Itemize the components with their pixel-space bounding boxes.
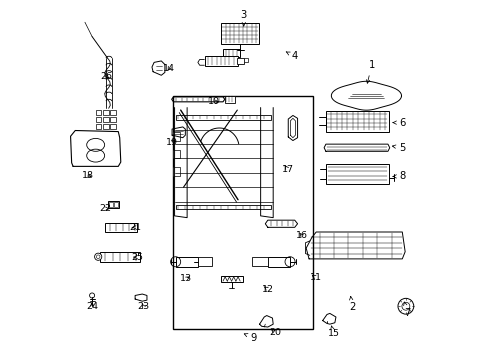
- Text: 19: 19: [166, 138, 178, 147]
- Bar: [100, 252, 140, 262]
- Bar: [198, 257, 212, 266]
- Text: 21: 21: [129, 223, 141, 232]
- Text: 6: 6: [392, 118, 405, 128]
- Text: 18: 18: [81, 171, 93, 180]
- Bar: [114, 202, 117, 207]
- Text: 9: 9: [244, 333, 256, 343]
- Bar: [173, 132, 180, 140]
- Text: 7: 7: [403, 302, 410, 318]
- Text: 22: 22: [99, 204, 111, 213]
- Bar: [221, 23, 258, 44]
- Bar: [105, 223, 137, 232]
- Bar: [102, 110, 108, 115]
- Text: 1: 1: [366, 60, 374, 83]
- Text: 16: 16: [295, 231, 307, 240]
- Bar: [173, 149, 180, 158]
- Text: 14: 14: [163, 64, 175, 73]
- Text: 8: 8: [392, 171, 405, 181]
- Bar: [204, 56, 238, 66]
- Bar: [175, 205, 270, 210]
- Ellipse shape: [397, 298, 413, 314]
- Bar: [267, 257, 289, 267]
- Bar: [325, 163, 388, 184]
- Bar: [223, 49, 240, 57]
- Text: 3: 3: [240, 10, 246, 26]
- Text: 20: 20: [268, 328, 281, 337]
- Bar: [96, 125, 101, 130]
- Bar: [96, 117, 101, 122]
- Text: 17: 17: [281, 165, 293, 174]
- Bar: [251, 257, 267, 266]
- Text: 11: 11: [309, 273, 322, 282]
- Bar: [110, 117, 116, 122]
- Text: 12: 12: [261, 285, 273, 294]
- Text: 4: 4: [285, 51, 297, 61]
- Text: 26: 26: [100, 72, 112, 81]
- Bar: [325, 111, 388, 132]
- Bar: [244, 58, 247, 62]
- Bar: [221, 276, 242, 282]
- Bar: [102, 117, 108, 122]
- Bar: [172, 96, 312, 329]
- Text: 5: 5: [391, 143, 405, 153]
- Bar: [107, 201, 119, 208]
- Text: 2: 2: [348, 296, 355, 312]
- Text: 25: 25: [131, 253, 142, 262]
- Bar: [109, 202, 112, 207]
- Bar: [237, 58, 244, 64]
- Bar: [175, 116, 270, 120]
- Text: 13: 13: [180, 274, 192, 283]
- Bar: [173, 167, 180, 176]
- Bar: [110, 125, 116, 130]
- Text: 10: 10: [207, 97, 220, 106]
- Text: 15: 15: [327, 326, 339, 338]
- Text: 24: 24: [86, 302, 98, 311]
- Bar: [110, 110, 116, 115]
- Bar: [175, 257, 198, 267]
- Text: 23: 23: [137, 302, 149, 311]
- Bar: [102, 125, 108, 130]
- Ellipse shape: [94, 253, 102, 260]
- Bar: [96, 110, 101, 115]
- Bar: [224, 96, 234, 103]
